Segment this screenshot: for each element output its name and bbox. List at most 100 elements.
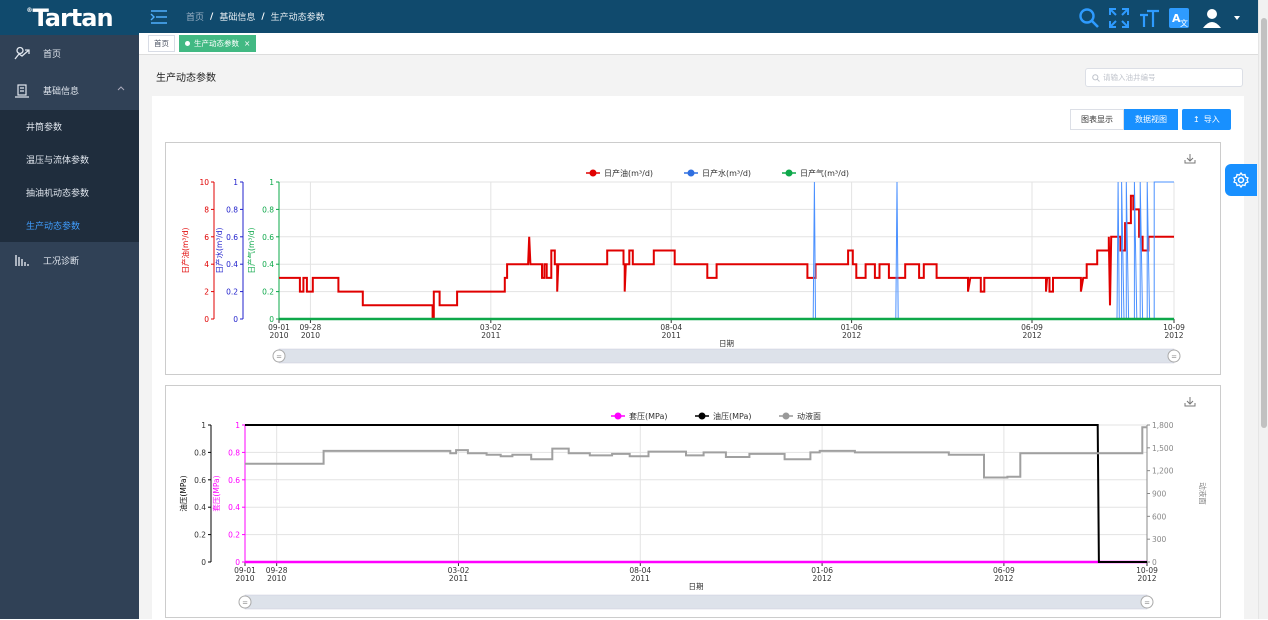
logo: ® Tartan [0,0,139,35]
import-button[interactable]: ↥ 导入 [1182,109,1231,130]
x-tick-label: 09-01 [268,323,290,332]
main-content: 生产动态参数 请输入油井编号 图表显示 数据视图 ↥ 导入 日产油(m³/d) 日产… [139,55,1258,619]
sidebar-item-label: 工况诊断 [43,256,80,267]
download-icon-glyph [1184,154,1196,164]
y-tick-label: 0.6 [228,476,240,485]
y-tick-label: 0.2 [228,531,240,540]
zoom-handle-left [238,595,252,609]
legend-swatch-dot [687,169,695,177]
tags-view: 首页 生产动态参数 × [139,33,1258,55]
legend-swatch-dot [785,169,793,177]
x-tick-label: 03-02 [448,566,470,575]
sidebar-item-basic-info[interactable]: 基础信息 [0,71,139,110]
zoom-handle-right [1140,595,1154,609]
y-tick-label: 1 [235,421,240,430]
hamburger-icon[interactable] [150,9,168,25]
sidebar-item-label: 基础信息 [43,87,80,97]
zoom-handle-grip: = [1171,353,1177,361]
sidebar-item-production[interactable]: 生产动态参数 [0,209,139,242]
upload-icon: ↥ [1193,115,1200,124]
y-tick-label: 0.4 [194,503,206,512]
settings-button[interactable] [1225,164,1257,196]
y-tick-label: 1,800 [1152,421,1174,430]
y-tick-label: 0.8 [194,448,206,457]
x-tick-label: 2010 [269,331,288,340]
series-line [245,424,1147,563]
legend-swatch-dot [614,412,622,420]
font-size-icon[interactable] [1138,7,1160,29]
well-search-input[interactable]: 请输入油井编号 [1085,68,1243,87]
x-axis-label: 日期 [689,582,704,591]
series-line [279,194,1174,320]
sidebar-item-label: 生产动态参数 [26,222,81,232]
breadcrumb-separator: / [261,11,265,22]
x-tick-label: 03-02 [480,323,502,332]
breadcrumb-item[interactable]: 首页 [186,13,205,23]
y-tick-label: 0 [204,315,209,324]
breadcrumb-item[interactable]: 基础信息 [219,13,256,23]
y-tick-label: 10 [199,178,209,187]
user-avatar-icon [1203,9,1221,28]
svg-text:文: 文 [1180,18,1188,28]
breadcrumb-item: 生产动态参数 [270,13,325,23]
y-tick-label: 0.6 [226,233,238,242]
y-tick-label: 0 [201,558,206,567]
y-tick-label: 0.4 [262,260,274,269]
user-avatar[interactable] [1198,4,1226,32]
active-dot [185,41,190,46]
x-tick-label: 08-04 [629,566,651,575]
x-tick-label: 09-28 [266,566,288,575]
y-tick-label: 0.2 [194,531,206,540]
zoom-handle-grip: = [1144,599,1150,607]
y-tick-label: 300 [1152,535,1167,544]
sidebar-item-label: 抽油机动态参数 [26,189,90,199]
sidebar-item-label: 温压与流体参数 [26,156,90,166]
legend-item: 动液面 [797,411,821,421]
zoom-handle-grip: = [276,353,282,361]
zoom-handle-right [1167,349,1181,363]
legend-swatch-dot [782,412,790,420]
search-placeholder: 请输入油井编号 [1103,73,1156,82]
page-scrollbar[interactable] [1258,0,1268,619]
x-tick-label: 2012 [813,574,832,583]
series-line [245,426,1147,479]
y-tick-label: 0 [269,315,274,324]
sidebar-item-pumping-unit[interactable]: 抽油机动态参数 [0,176,139,209]
svg-text:A: A [1172,12,1181,25]
tag-close-icon[interactable]: × [244,39,251,48]
chevron-up-icon [117,86,125,91]
fullscreen-icon[interactable] [1108,7,1130,29]
x-tick-label: 2010 [235,574,254,583]
tag-label: 生产动态参数 [194,39,239,48]
y-tick-label: 0.8 [226,205,238,214]
import-label: 导入 [1203,115,1220,124]
tag-production[interactable]: 生产动态参数 × [179,35,257,52]
zoom-handle-grip: = [242,599,248,607]
scrollbar-thumb[interactable] [1261,18,1267,428]
legend-swatch-dot [589,169,597,177]
legend-item: 日产油(m³/d) [604,168,653,178]
x-tick-label: 2011 [481,331,500,340]
chart-view-button[interactable]: 图表显示 [1070,109,1124,130]
x-tick-label: 2012 [994,574,1013,583]
chart-card: 图表显示 数据视图 ↥ 导入 日产油(m³/d) 日产水(m³/d) 日产气(m³/d… [152,96,1244,619]
sidebar-item-label: 井筒参数 [26,123,63,133]
tag-home[interactable]: 首页 [148,35,175,52]
breadcrumb: 首页 / 基础信息 / 生产动态参数 [186,10,325,24]
data-view-button[interactable]: 数据视图 [1124,109,1178,130]
search-icon[interactable] [1078,7,1100,29]
sidebar-item-wellbore[interactable]: 井筒参数 [0,110,139,143]
sidebar-item-label: 首页 [43,49,62,60]
y-tick-label: 900 [1152,490,1167,499]
sidebar-item-diagnosis[interactable]: 工况诊断 [0,242,139,278]
sidebar-item-temp-pressure[interactable]: 温压与流体参数 [0,143,139,176]
y-tick-label: 1 [269,178,274,187]
zoom-handle-left [272,349,286,363]
sidebar-item-home[interactable]: 首页 [0,35,139,71]
y-tick-label: 1 [233,178,238,187]
gear-icon [1233,172,1249,188]
caret-down-icon[interactable] [1234,16,1240,20]
pressure-chart-svg: 套压(MPa) 油压(MPa) 动液面09-01201009-28201003-02… [178,397,1208,610]
